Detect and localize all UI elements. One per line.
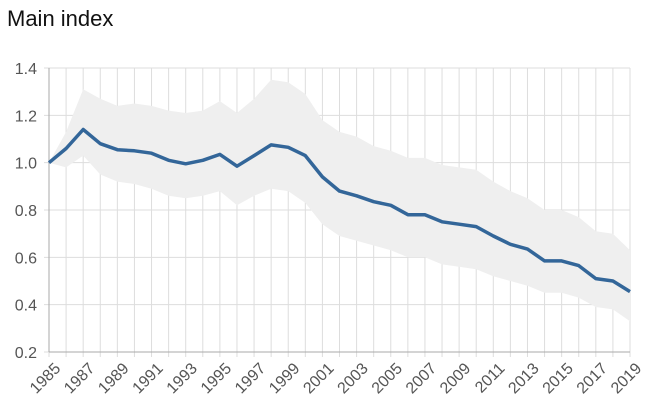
y-tick-label: 0.4 bbox=[15, 298, 37, 315]
x-tick-label: 2001 bbox=[300, 360, 337, 397]
x-tick-label: 1995 bbox=[198, 360, 235, 397]
x-tick-label: 1989 bbox=[95, 360, 132, 397]
band-area bbox=[49, 79, 630, 322]
series-line-path bbox=[47, 127, 631, 294]
y-tick-label: 1.2 bbox=[15, 108, 37, 125]
x-tick-labels: 1985198719891991199319951997199920012003… bbox=[27, 360, 645, 397]
x-tick-label: 2003 bbox=[335, 360, 372, 397]
x-tick-label: 1999 bbox=[266, 360, 303, 397]
x-tick-label: 2009 bbox=[437, 360, 474, 397]
confidence-band bbox=[49, 79, 630, 322]
x-tick-label: 1991 bbox=[130, 360, 167, 397]
x-tick-label: 2015 bbox=[540, 360, 577, 397]
x-tick-label: 2011 bbox=[472, 360, 508, 396]
x-tick-label: 1985 bbox=[27, 360, 64, 397]
x-tick-label: 1997 bbox=[232, 360, 269, 397]
chart-title: Main index bbox=[7, 6, 114, 31]
y-tick-label: 0.2 bbox=[15, 345, 37, 362]
x-tick-label: 2005 bbox=[369, 360, 406, 397]
x-tick-label: 1993 bbox=[164, 360, 201, 397]
x-tick-label: 2007 bbox=[403, 360, 440, 397]
y-tick-labels: 0.2 0.4 0.6 0.8 1.0 1.2 1.4 bbox=[15, 61, 37, 362]
y-tick-label: 1.4 bbox=[15, 61, 37, 78]
y-tick-label: 1.0 bbox=[15, 156, 37, 173]
x-tick-label: 2017 bbox=[574, 360, 611, 397]
x-tick-label: 2013 bbox=[505, 360, 542, 397]
y-tick-label: 0.6 bbox=[15, 250, 37, 267]
x-tick-label: 2019 bbox=[608, 360, 645, 397]
x-tick-label: 1987 bbox=[61, 360, 98, 397]
series-line bbox=[47, 127, 631, 294]
axes bbox=[48, 68, 630, 353]
y-tick-label: 0.8 bbox=[15, 203, 37, 220]
